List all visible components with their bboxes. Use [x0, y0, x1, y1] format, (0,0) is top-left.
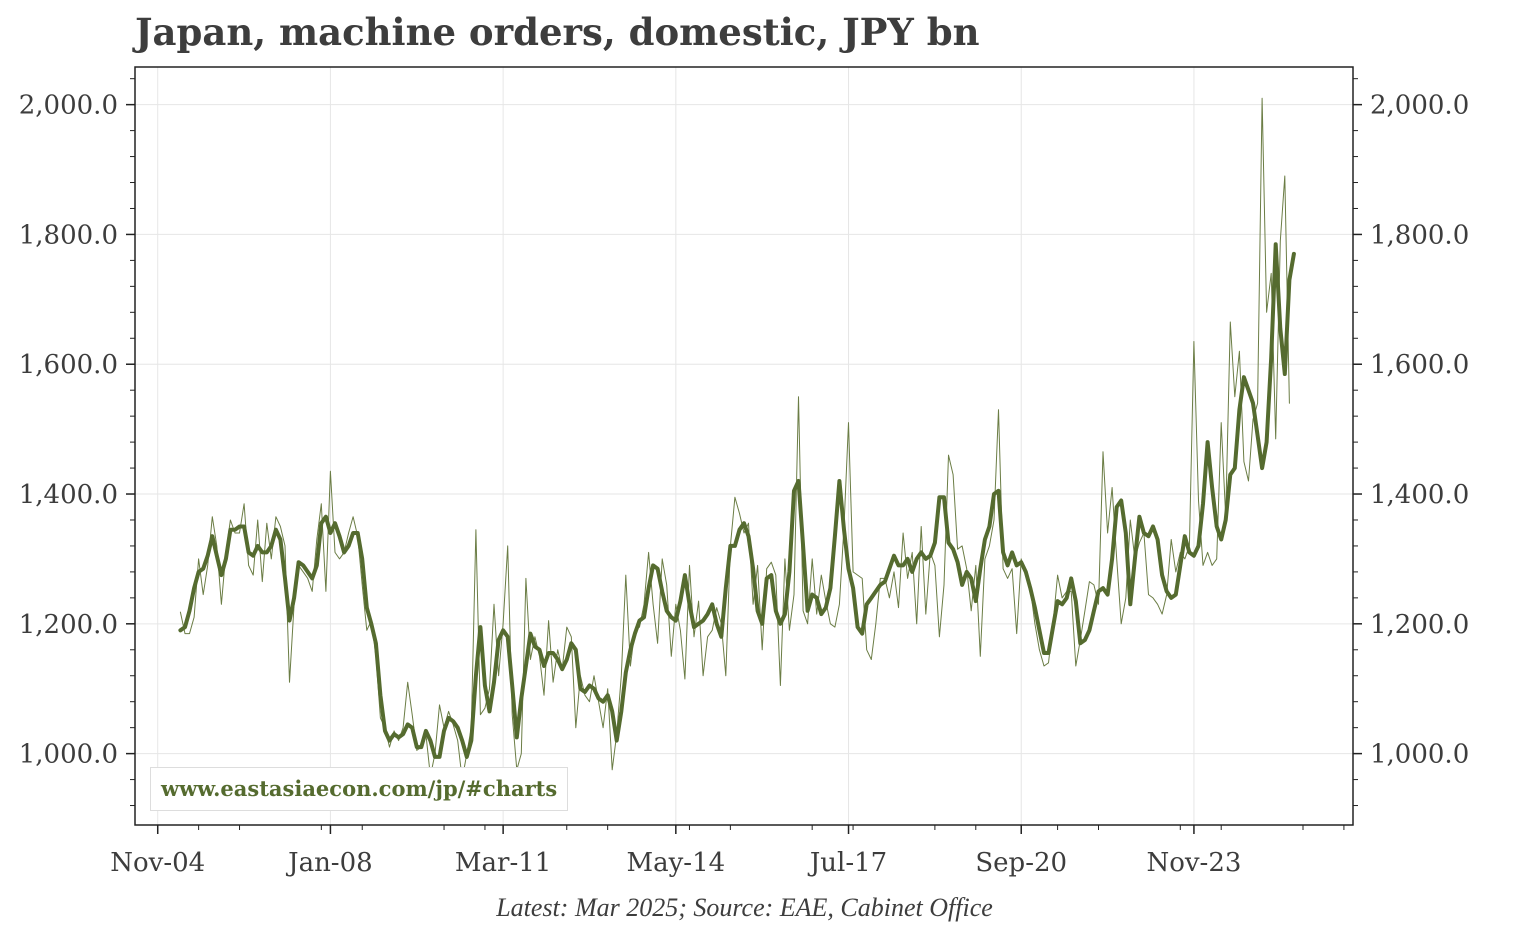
axis-labels: Nov-04 Jan-08 Mar-11 May-14 Jul-17 Sep-20 Nov-…	[19, 91, 1470, 878]
plot-background	[135, 67, 1353, 825]
chart-title: Japan, machine orders, domestic, JPY bn	[135, 10, 980, 54]
x-tick-label: Sep-20	[975, 848, 1067, 878]
monthly-series-line	[179, 97, 1290, 781]
y-tick-label-right: 1,200.0	[1370, 610, 1469, 640]
source-note: Latest: Mar 2025; Source: EAE, Cabinet O…	[496, 893, 993, 922]
y-tick-label-left: 1,200.0	[19, 610, 118, 640]
series-layer	[178, 97, 1296, 781]
vertical-gridlines	[157, 67, 1195, 825]
y-tick-label-right: 2,000.0	[1370, 91, 1469, 121]
y-tick-label-right: 1,800.0	[1370, 220, 1469, 250]
x-tick-label: Nov-04	[110, 848, 205, 878]
y-tick-label-right: 1,400.0	[1370, 480, 1469, 510]
x-tick-label: Mar-11	[455, 848, 551, 878]
y-tick-label-left: 1,600.0	[19, 350, 118, 380]
moving-average-series-line	[178, 242, 1296, 759]
watermark-url: www.eastasiaecon.com/jp/#charts	[150, 767, 569, 811]
y-tick-label-left: 2,000.0	[19, 91, 118, 121]
y-tick-label-right: 1,600.0	[1370, 350, 1469, 380]
x-tick-label: Jan-08	[285, 848, 373, 878]
y-tick-label-left: 1,800.0	[19, 220, 118, 250]
x-tick-label: Jul-17	[807, 848, 887, 878]
y-tick-label-left: 1,400.0	[19, 480, 118, 510]
y-tick-label-right: 1,000.0	[1370, 740, 1469, 770]
y-tick-label-left: 1,000.0	[19, 740, 118, 770]
plot-frame	[134, 66, 1354, 826]
x-tick-label: Nov-23	[1146, 848, 1241, 878]
x-tick-label: May-14	[626, 848, 725, 878]
axis-ticks	[126, 78, 1362, 834]
horizontal-gridlines	[135, 104, 1353, 755]
